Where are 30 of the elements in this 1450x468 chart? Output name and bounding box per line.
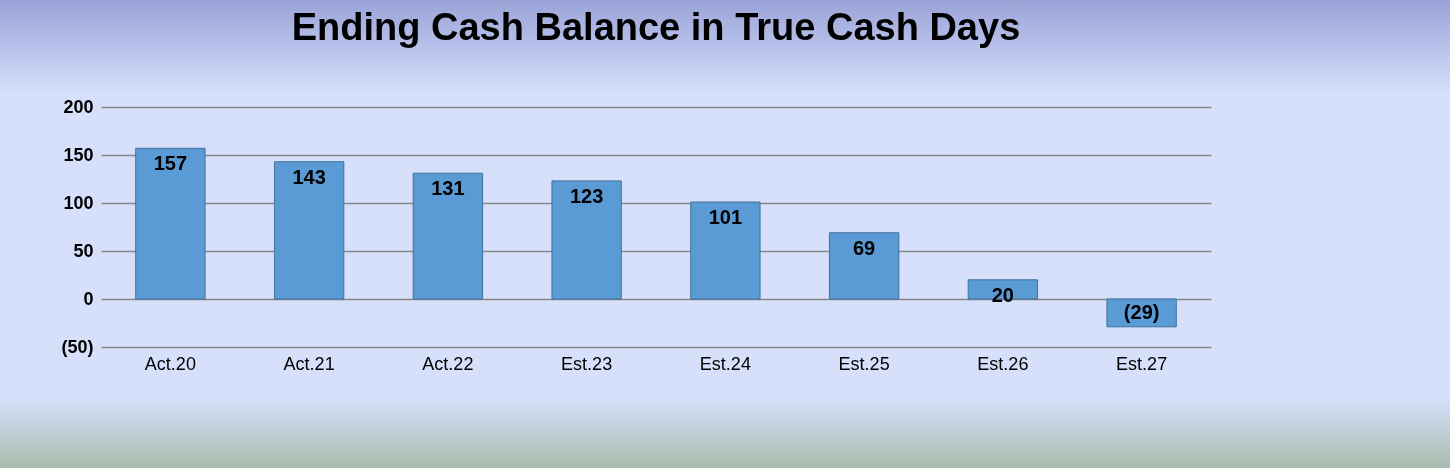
y-tick-label: (50) <box>61 336 94 357</box>
y-tick-label: 50 <box>73 240 94 261</box>
x-tick-label: Act.22 <box>422 353 474 374</box>
x-tick-label: Est.25 <box>838 353 890 374</box>
y-tick-label: 0 <box>83 288 94 309</box>
data-label: 123 <box>569 184 604 207</box>
y-tick-label: 100 <box>63 192 94 213</box>
data-label: 20 <box>991 283 1014 306</box>
bar <box>828 232 900 300</box>
data-label: 131 <box>431 177 465 200</box>
bar <box>690 201 761 300</box>
bar <box>273 161 345 300</box>
data-label: 101 <box>708 206 743 229</box>
y-tick-label: 200 <box>63 96 94 117</box>
x-tick-label: Act.21 <box>283 353 335 374</box>
y-tick-label: 150 <box>63 144 94 165</box>
x-tick-label: Est.23 <box>561 353 613 374</box>
bar <box>551 180 622 300</box>
bar <box>135 147 206 300</box>
x-tick-label: Act.20 <box>144 353 196 374</box>
bar <box>967 279 1039 300</box>
bar <box>412 172 484 300</box>
data-label: 143 <box>292 165 326 188</box>
data-label: 157 <box>153 152 188 175</box>
data-label: 69 <box>853 236 876 259</box>
x-tick-label: Est.26 <box>977 353 1029 374</box>
x-tick-label: Est.27 <box>1116 353 1168 374</box>
data-label: (29) <box>1123 300 1160 323</box>
chart-title: Ending Cash Balance in True Cash Days <box>291 6 1021 48</box>
x-tick-label: Est.24 <box>699 353 751 374</box>
